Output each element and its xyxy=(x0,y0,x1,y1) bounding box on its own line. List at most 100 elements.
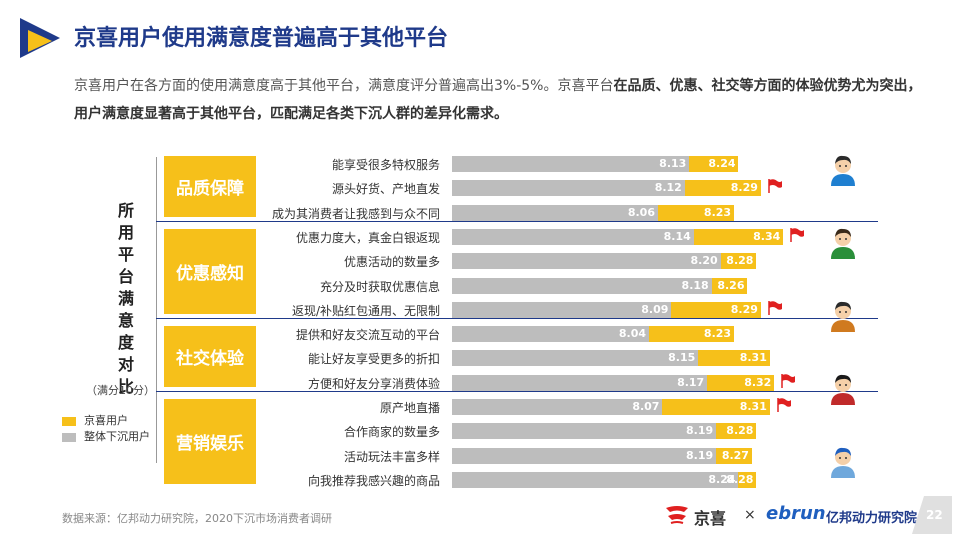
red-flag-icon xyxy=(768,300,782,315)
legend-swatch-gray xyxy=(62,432,76,442)
legend-label: 整体下沉用户 xyxy=(84,430,150,443)
value-label-overall: 8.06 xyxy=(627,205,655,219)
value-label-overall: 8.19 xyxy=(686,448,714,462)
group-separator xyxy=(156,390,878,392)
row-label: 向我推荐我感兴趣的商品 xyxy=(307,473,440,488)
value-label-overall: 8.15 xyxy=(668,351,696,365)
red-flag-icon xyxy=(781,373,796,388)
bar-overall xyxy=(452,301,672,318)
value-label-jingxi: 8.28 xyxy=(726,472,754,486)
chart-axis-line xyxy=(156,157,157,463)
value-label-jingxi: 8.23 xyxy=(703,205,732,219)
bar-overall xyxy=(452,447,717,464)
data-source: 数据来源：亿邦动力研究院，2020下沉市场消费者调研 xyxy=(62,512,332,525)
category-block-2: 社交体验 xyxy=(164,326,256,387)
bar-overall xyxy=(452,156,690,172)
red-flag-icon xyxy=(776,398,791,412)
row-label: 方便和好友分享消费体验 xyxy=(307,376,440,391)
value-label-jingxi: 8.32 xyxy=(744,375,772,389)
bar-overall xyxy=(452,228,694,245)
bar-overall xyxy=(452,350,699,367)
bar-jingxi xyxy=(711,277,748,294)
person-avatar-icon xyxy=(831,447,855,478)
bar-jingxi xyxy=(671,301,761,318)
brand-ebrun: ebrun xyxy=(766,503,826,524)
value-label-overall: 8.17 xyxy=(677,375,705,389)
row-label: 能享受很多特权服务 xyxy=(331,158,440,172)
bar-jingxi xyxy=(689,156,739,172)
row-label: 充分及时获取优惠信息 xyxy=(319,279,440,294)
page-number: 22 xyxy=(926,508,943,522)
row-label: 原产地直播 xyxy=(379,401,440,415)
value-label-overall: 8.09 xyxy=(641,302,669,316)
bar-overall xyxy=(452,374,708,391)
value-label-overall: 8.19 xyxy=(686,424,714,438)
value-label-jingxi: 8.29 xyxy=(730,302,758,316)
value-label-jingxi: 8.29 xyxy=(730,181,758,195)
brand-ebrun-institute: 亿邦动力研究院 xyxy=(826,511,918,526)
brand-separator: × xyxy=(744,507,756,523)
value-label-overall: 8.12 xyxy=(654,181,682,195)
bar-jingxi xyxy=(716,423,757,440)
row-label: 返现/补贴红包通用、无限制 xyxy=(291,303,440,318)
value-label-jingxi: 8.28 xyxy=(726,424,754,438)
value-label-overall: 8.18 xyxy=(681,278,709,292)
row-label: 提供和好友交流互动的平台 xyxy=(295,328,440,343)
red-flag-icon xyxy=(768,179,782,194)
legend-item-jingxi: 京喜用户 xyxy=(62,412,128,428)
person-avatar-icon xyxy=(831,228,855,259)
value-label-jingxi: 8.26 xyxy=(717,278,745,292)
bar-overall xyxy=(452,180,685,197)
value-label-jingxi: 8.34 xyxy=(753,229,781,243)
value-label-jingxi: 8.31 xyxy=(739,351,767,365)
row-label: 源头好货、产地直发 xyxy=(331,182,440,197)
bar-jingxi xyxy=(684,180,761,197)
row-label: 合作商家的数量多 xyxy=(343,425,440,440)
person-avatar-icon xyxy=(831,155,855,186)
score-note: （满分10分） xyxy=(86,384,155,397)
person-avatar-icon xyxy=(831,374,855,405)
bar-jingxi xyxy=(720,253,757,270)
legend-item-overall: 整体下沉用户 xyxy=(62,428,150,444)
value-label-overall: 8.14 xyxy=(663,229,691,243)
bar-overall xyxy=(452,204,658,221)
category-block-3: 营销娱乐 xyxy=(164,399,256,484)
group-separator xyxy=(156,317,878,319)
value-label-overall: 8.13 xyxy=(659,157,687,170)
jingxi-logo-icon xyxy=(666,506,688,524)
value-label-jingxi: 8.27 xyxy=(721,448,749,462)
legend-label: 京喜用户 xyxy=(84,414,128,427)
bar-jingxi xyxy=(716,447,752,464)
person-avatar-icon xyxy=(831,301,855,332)
bar-overall xyxy=(452,399,663,415)
brand-jingxi: 京喜 xyxy=(694,509,727,528)
bar-overall xyxy=(452,471,739,488)
value-label-jingxi: 8.31 xyxy=(739,400,767,413)
row-label: 活动玩法丰富多样 xyxy=(343,449,440,464)
value-label-jingxi: 8.28 xyxy=(726,254,754,268)
bar-jingxi xyxy=(698,350,770,367)
bar-jingxi xyxy=(693,228,784,245)
desc-bold: 在品质、优惠、社交等方面的体验优势尤为突出，用户满意度显著高于其他平台，匹配满足… xyxy=(74,78,922,122)
bar-overall xyxy=(452,253,721,270)
legend-swatch-yellow xyxy=(62,416,76,426)
red-flag-icon xyxy=(790,227,805,242)
value-label-overall: 8.04 xyxy=(618,327,647,341)
bar-overall xyxy=(452,277,712,294)
page-description: 京喜用户在各方面的使用满意度高于其他平台，满意度评分普遍高出3%-5%。京喜平台… xyxy=(74,72,934,128)
value-label-overall: 8.20 xyxy=(690,254,718,268)
value-label-jingxi: 8.24 xyxy=(708,157,736,170)
value-label-overall: 8.24 xyxy=(708,472,736,486)
category-block-1: 优惠感知 xyxy=(164,228,256,314)
bar-overall xyxy=(452,423,717,440)
vertical-axis-label: 所用平台满意度对比 xyxy=(117,201,134,396)
play-logo-icon xyxy=(20,18,60,58)
bar-jingxi xyxy=(657,204,734,221)
bar-jingxi xyxy=(662,399,770,415)
desc-normal: 京喜用户在各方面的使用满意度高于其他平台，满意度评分普遍高出3%-5%。京喜平台 xyxy=(74,78,614,94)
value-label-jingxi: 8.23 xyxy=(703,327,732,341)
value-label-overall: 8.07 xyxy=(632,400,660,413)
bar-jingxi xyxy=(738,471,757,488)
bar-jingxi xyxy=(707,374,775,391)
row-label: 成为其消费者让我感到与众不同 xyxy=(271,206,440,221)
